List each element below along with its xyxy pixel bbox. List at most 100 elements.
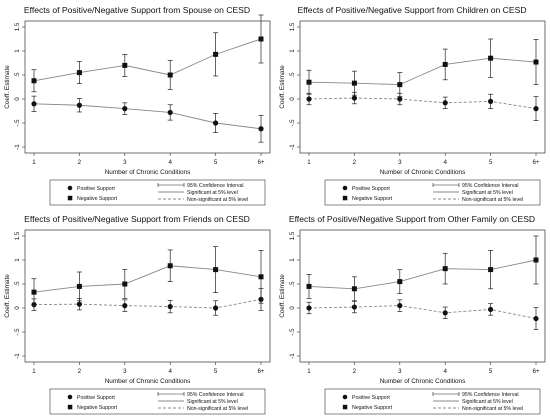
x-tick-label: 6+ <box>257 368 264 375</box>
x-tick-label: 3 <box>398 368 402 375</box>
series-line-negative <box>308 57 537 86</box>
legend-positive-marker <box>67 394 73 400</box>
data-point-negative <box>397 279 403 285</box>
data-point-positive <box>397 303 403 309</box>
legend-positive-marker <box>342 394 348 400</box>
series-line-positive <box>33 103 262 130</box>
series-line-negative <box>33 265 262 293</box>
legend-nonsig-label: Non-significant at 5% level <box>187 406 248 412</box>
y-axis-label: Coeff. Estimate <box>4 274 11 318</box>
x-tick-label: 2 <box>78 159 82 166</box>
y-tick-label: 0 <box>14 306 21 310</box>
plot-frame <box>299 20 546 154</box>
x-tick-label: 6+ <box>257 159 264 166</box>
chart-panel-friends: Effects of Positive/Negative Support fro… <box>0 209 275 417</box>
x-tick-label: 4 <box>168 159 172 166</box>
legend-negative-label: Negative Support <box>77 196 118 202</box>
y-tick-label: 1.5 <box>14 231 21 240</box>
y-tick-label: 1.5 <box>289 22 296 31</box>
y-tick-label: -1 <box>14 144 21 150</box>
y-tick-label: -.5 <box>289 328 296 336</box>
data-point-negative <box>442 61 448 67</box>
data-point-positive <box>306 96 312 102</box>
x-axis-label: Number of Chronic Conditions <box>105 169 191 176</box>
data-point-positive <box>76 102 82 108</box>
data-point-negative <box>213 51 219 57</box>
data-point-positive <box>213 305 219 311</box>
y-tick-label: -1 <box>289 144 296 150</box>
legend-negative-marker <box>67 195 73 201</box>
x-tick-label: 5 <box>489 159 493 166</box>
chart-panel-spouse: Effects of Positive/Negative Support fro… <box>0 0 275 208</box>
legend-ci-label: 95% Confidence Interval <box>462 183 519 189</box>
chart-title: Effects of Positive/Negative Support fro… <box>297 5 526 15</box>
data-point-negative <box>76 283 82 289</box>
x-tick-label: 2 <box>78 368 82 375</box>
data-point-negative <box>76 70 82 76</box>
legend-positive-label: Positive Support <box>77 186 115 192</box>
x-axis-label: Number of Chronic Conditions <box>105 378 191 385</box>
x-tick-label: 2 <box>353 368 357 375</box>
legend-negative-marker <box>342 404 348 410</box>
legend-ci-label: 95% Confidence Interval <box>462 392 519 398</box>
legend-positive-label: Positive Support <box>352 395 390 401</box>
data-point-positive <box>76 301 82 307</box>
x-tick-label: 5 <box>489 368 493 375</box>
data-point-positive <box>167 109 173 116</box>
legend-negative-marker <box>67 404 73 410</box>
x-tick-label: 1 <box>307 159 311 166</box>
legend-positive-marker <box>342 185 348 191</box>
data-point-positive <box>351 95 357 101</box>
y-tick-label: 1 <box>289 258 296 262</box>
data-point-positive <box>397 96 403 102</box>
x-tick-label: 6+ <box>532 368 539 375</box>
legend-negative-label: Negative Support <box>352 196 393 202</box>
y-tick-label: -.5 <box>14 328 21 336</box>
data-point-negative <box>533 59 539 65</box>
plot-frame <box>24 20 271 154</box>
x-axis-label: Number of Chronic Conditions <box>380 378 466 385</box>
data-point-positive <box>258 126 264 132</box>
legend-ci-label: 95% Confidence Interval <box>187 183 244 189</box>
y-axis-label: Coeff. Estimate <box>279 274 286 318</box>
data-point-negative <box>122 62 128 68</box>
data-point-negative <box>306 283 312 289</box>
chart-svg: Effects of Positive/Negative Support fro… <box>279 5 546 206</box>
chart-svg: Effects of Positive/Negative Support fro… <box>4 214 271 415</box>
legend-negative-label: Negative Support <box>352 405 393 411</box>
data-point-positive <box>488 98 494 104</box>
chart-title: Effects of Positive/Negative Support fro… <box>24 214 250 224</box>
legend-sig-label: Significant at 5% level <box>187 190 238 196</box>
chart-panel-children: Effects of Positive/Negative Support fro… <box>275 0 550 208</box>
y-tick-label: .5 <box>14 281 21 287</box>
y-tick-label: .5 <box>14 72 21 78</box>
legend-negative-marker <box>342 195 348 201</box>
y-tick-label: .5 <box>289 72 296 78</box>
data-point-negative <box>122 281 128 287</box>
data-point-positive <box>442 100 448 106</box>
x-tick-label: 2 <box>353 159 357 166</box>
data-point-positive <box>442 310 448 316</box>
x-tick-label: 1 <box>32 159 36 166</box>
x-tick-label: 5 <box>214 368 218 375</box>
data-point-positive <box>122 106 128 112</box>
plot-frame <box>24 229 271 363</box>
data-point-negative <box>31 289 37 295</box>
legend-sig-label: Significant at 5% level <box>462 190 513 196</box>
y-axis-label: Coeff. Estimate <box>279 65 286 109</box>
data-point-negative <box>258 274 264 280</box>
x-tick-label: 6+ <box>532 159 539 166</box>
data-point-negative <box>488 267 494 273</box>
data-point-positive <box>167 303 173 310</box>
data-point-negative <box>397 82 403 88</box>
legend-nonsig-label: Non-significant at 5% level <box>187 197 248 203</box>
y-tick-label: 0 <box>289 306 296 310</box>
y-tick-label: .5 <box>289 281 296 287</box>
data-point-negative <box>167 72 173 78</box>
x-tick-label: 4 <box>443 159 447 166</box>
plot-frame <box>299 229 546 363</box>
legend-box <box>324 179 541 206</box>
data-point-positive <box>213 120 219 126</box>
x-tick-label: 1 <box>32 368 36 375</box>
x-tick-label: 5 <box>214 159 218 166</box>
